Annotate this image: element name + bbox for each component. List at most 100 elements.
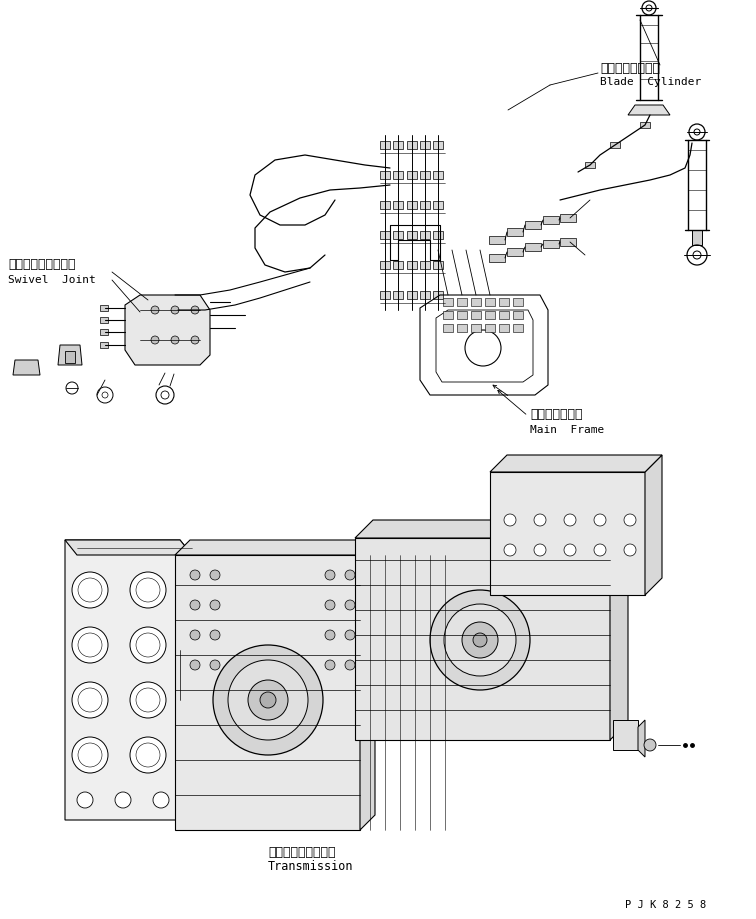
Circle shape: [462, 622, 498, 658]
Circle shape: [260, 692, 276, 708]
Polygon shape: [610, 520, 628, 740]
Bar: [692, 230, 702, 245]
Polygon shape: [490, 472, 645, 595]
Bar: [489, 254, 505, 262]
Bar: [433, 291, 443, 299]
Polygon shape: [65, 540, 192, 820]
Circle shape: [624, 514, 636, 526]
Bar: [433, 141, 443, 149]
Circle shape: [644, 739, 656, 751]
Circle shape: [77, 792, 93, 808]
Bar: [420, 171, 430, 179]
Bar: [380, 171, 390, 179]
Bar: [471, 298, 481, 306]
Circle shape: [504, 544, 516, 556]
Circle shape: [171, 336, 179, 344]
Polygon shape: [628, 105, 670, 115]
Bar: [407, 261, 417, 269]
Polygon shape: [638, 720, 645, 757]
Circle shape: [151, 336, 159, 344]
Bar: [380, 141, 390, 149]
Bar: [433, 171, 443, 179]
Polygon shape: [175, 540, 375, 555]
Bar: [65, 351, 75, 363]
Bar: [380, 231, 390, 239]
Circle shape: [325, 570, 335, 580]
Circle shape: [504, 514, 516, 526]
Circle shape: [130, 682, 166, 718]
Bar: [100, 329, 108, 335]
Bar: [499, 311, 509, 319]
Text: Swivel  Joint: Swivel Joint: [8, 275, 96, 285]
Circle shape: [325, 630, 335, 640]
Polygon shape: [13, 360, 40, 375]
Bar: [420, 141, 430, 149]
Bar: [100, 317, 108, 323]
Circle shape: [210, 570, 220, 580]
Polygon shape: [490, 455, 662, 472]
Text: スイベルジョイント: スイベルジョイント: [8, 258, 76, 271]
Bar: [457, 298, 467, 306]
Circle shape: [153, 792, 169, 808]
Bar: [380, 291, 390, 299]
Circle shape: [72, 682, 108, 718]
Circle shape: [191, 306, 199, 314]
Circle shape: [444, 604, 516, 676]
Text: メインフレーム: メインフレーム: [530, 409, 583, 422]
Circle shape: [72, 627, 108, 663]
Bar: [499, 324, 509, 332]
Bar: [471, 311, 481, 319]
Bar: [513, 311, 523, 319]
Circle shape: [130, 627, 166, 663]
Bar: [393, 141, 403, 149]
Bar: [489, 236, 505, 244]
Bar: [513, 324, 523, 332]
Bar: [610, 142, 620, 148]
Bar: [499, 298, 509, 306]
Bar: [457, 311, 467, 319]
Circle shape: [564, 544, 576, 556]
Bar: [420, 231, 430, 239]
Bar: [433, 201, 443, 209]
Circle shape: [594, 514, 606, 526]
Circle shape: [345, 630, 355, 640]
Circle shape: [624, 544, 636, 556]
Bar: [407, 291, 417, 299]
Circle shape: [210, 660, 220, 670]
Bar: [640, 122, 650, 128]
Bar: [443, 298, 453, 306]
Bar: [585, 162, 595, 168]
Bar: [433, 231, 443, 239]
Bar: [507, 248, 523, 256]
Circle shape: [130, 737, 166, 773]
Circle shape: [594, 544, 606, 556]
Bar: [420, 291, 430, 299]
Circle shape: [473, 633, 487, 647]
Text: Blade  Cylinder: Blade Cylinder: [600, 77, 702, 87]
Circle shape: [115, 792, 131, 808]
Circle shape: [190, 660, 200, 670]
Circle shape: [564, 514, 576, 526]
Circle shape: [151, 306, 159, 314]
Polygon shape: [355, 538, 610, 740]
Bar: [560, 238, 576, 246]
Bar: [457, 324, 467, 332]
Bar: [407, 201, 417, 209]
Text: トランスミッション: トランスミッション: [268, 845, 336, 858]
Circle shape: [325, 600, 335, 610]
Polygon shape: [65, 540, 192, 555]
Bar: [393, 231, 403, 239]
Bar: [100, 342, 108, 348]
Bar: [407, 171, 417, 179]
Text: Transmission: Transmission: [268, 860, 354, 873]
Bar: [507, 228, 523, 236]
Bar: [393, 261, 403, 269]
Circle shape: [345, 600, 355, 610]
Circle shape: [171, 306, 179, 314]
Bar: [420, 261, 430, 269]
Circle shape: [190, 570, 200, 580]
Circle shape: [345, 570, 355, 580]
Circle shape: [210, 630, 220, 640]
Bar: [525, 221, 541, 229]
Bar: [443, 311, 453, 319]
